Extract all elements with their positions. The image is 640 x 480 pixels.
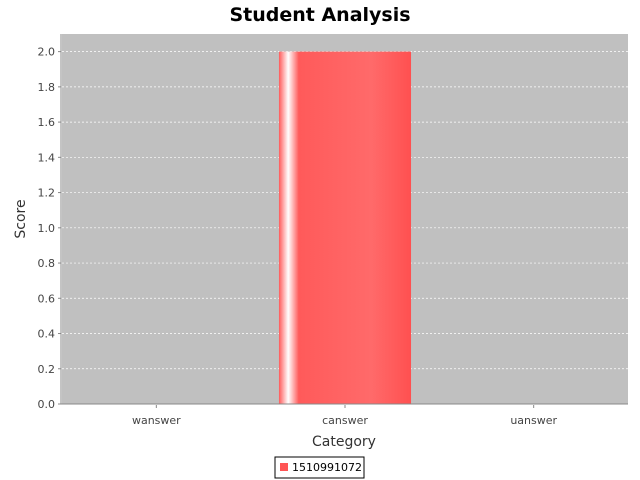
y-tick-label: 0.8: [38, 257, 56, 270]
x-tick-label: uanswer: [510, 414, 557, 427]
y-tick-label: 1.8: [38, 81, 56, 94]
legend-swatch: [280, 463, 288, 471]
y-tick-label: 0.4: [38, 328, 56, 341]
y-axis-ticks: 0.0 0.2 0.4 0.6 0.8 1.0 1.2 1.4 1.6 1.8 2.0: [38, 46, 61, 411]
y-tick-label: 1.2: [38, 187, 56, 200]
x-tick-label: wanswer: [132, 414, 181, 427]
y-tick-label: 1.4: [38, 151, 56, 164]
bars: [278, 51, 412, 404]
y-tick-label: 2.0: [38, 46, 56, 59]
y-tick-label: 0.6: [38, 292, 56, 305]
y-tick-label: 1.0: [38, 222, 56, 235]
x-tick-label: canswer: [322, 414, 368, 427]
y-tick-label: 1.6: [38, 116, 56, 129]
x-axis-ticks: wanswer canswer uanswer: [132, 405, 557, 427]
legend-label: 1510991072: [292, 461, 362, 474]
y-axis-label: Score: [13, 199, 29, 238]
chart-title: Student Analysis: [229, 4, 410, 26]
legend-box: [274, 456, 365, 479]
y-tick-label: 0.0: [38, 398, 56, 411]
x-axis-label: Category: [312, 434, 376, 450]
bar-canswer: [278, 51, 412, 404]
y-tick-label: 0.2: [38, 363, 56, 376]
legend: 1510991072: [274, 456, 365, 479]
